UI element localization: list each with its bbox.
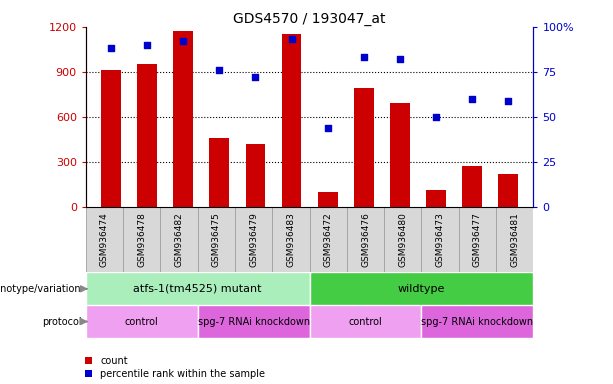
Legend: count, percentile rank within the sample: count, percentile rank within the sample [85,356,265,379]
Title: GDS4570 / 193047_at: GDS4570 / 193047_at [234,12,386,26]
Text: GSM936481: GSM936481 [510,212,519,267]
FancyBboxPatch shape [459,207,496,272]
Bar [462,166,482,207]
Point [287,36,297,43]
Point [467,96,477,102]
FancyBboxPatch shape [496,207,533,272]
FancyBboxPatch shape [347,207,384,272]
Text: GSM936483: GSM936483 [286,212,295,267]
FancyBboxPatch shape [86,207,123,272]
FancyBboxPatch shape [197,305,310,338]
Point [503,98,513,104]
Bar [210,138,229,207]
Bar [390,103,409,207]
Text: GSM936475: GSM936475 [212,212,221,267]
Bar [426,190,446,207]
FancyBboxPatch shape [310,272,533,305]
FancyBboxPatch shape [123,207,161,272]
Point [215,67,224,73]
Bar [137,65,157,207]
Bar [173,31,193,207]
Point [395,56,405,62]
Bar [354,88,373,207]
Text: GSM936482: GSM936482 [175,212,183,267]
FancyBboxPatch shape [86,272,310,305]
FancyBboxPatch shape [272,207,310,272]
Point [322,125,332,131]
FancyBboxPatch shape [310,305,421,338]
Point [106,45,116,51]
FancyBboxPatch shape [384,207,421,272]
FancyBboxPatch shape [235,207,272,272]
FancyBboxPatch shape [421,207,459,272]
Text: GSM936472: GSM936472 [324,212,333,267]
Bar [498,174,518,207]
FancyBboxPatch shape [421,305,533,338]
Text: control: control [349,316,383,326]
Point [251,74,261,80]
Point [142,42,152,48]
Text: GSM936474: GSM936474 [100,212,109,267]
Text: GSM936476: GSM936476 [361,212,370,267]
Text: GSM936478: GSM936478 [137,212,147,267]
Text: genotype/variation: genotype/variation [0,284,82,294]
Bar [281,35,302,207]
Point [431,114,441,120]
Bar [246,144,265,207]
Bar [318,192,338,207]
Text: GSM936479: GSM936479 [249,212,258,267]
FancyBboxPatch shape [161,207,197,272]
Text: GSM936473: GSM936473 [436,212,444,267]
FancyBboxPatch shape [86,305,197,338]
Point [178,38,188,45]
Bar [101,70,121,207]
Text: spg-7 RNAi knockdown: spg-7 RNAi knockdown [197,316,310,326]
Text: GSM936480: GSM936480 [398,212,407,267]
FancyBboxPatch shape [197,207,235,272]
Text: control: control [125,316,159,326]
Text: spg-7 RNAi knockdown: spg-7 RNAi knockdown [421,316,533,326]
FancyBboxPatch shape [310,207,347,272]
Point [359,55,368,61]
Text: wildtype: wildtype [398,284,445,294]
Text: atfs-1(tm4525) mutant: atfs-1(tm4525) mutant [134,284,262,294]
Text: GSM936477: GSM936477 [473,212,482,267]
Text: protocol: protocol [42,316,82,326]
